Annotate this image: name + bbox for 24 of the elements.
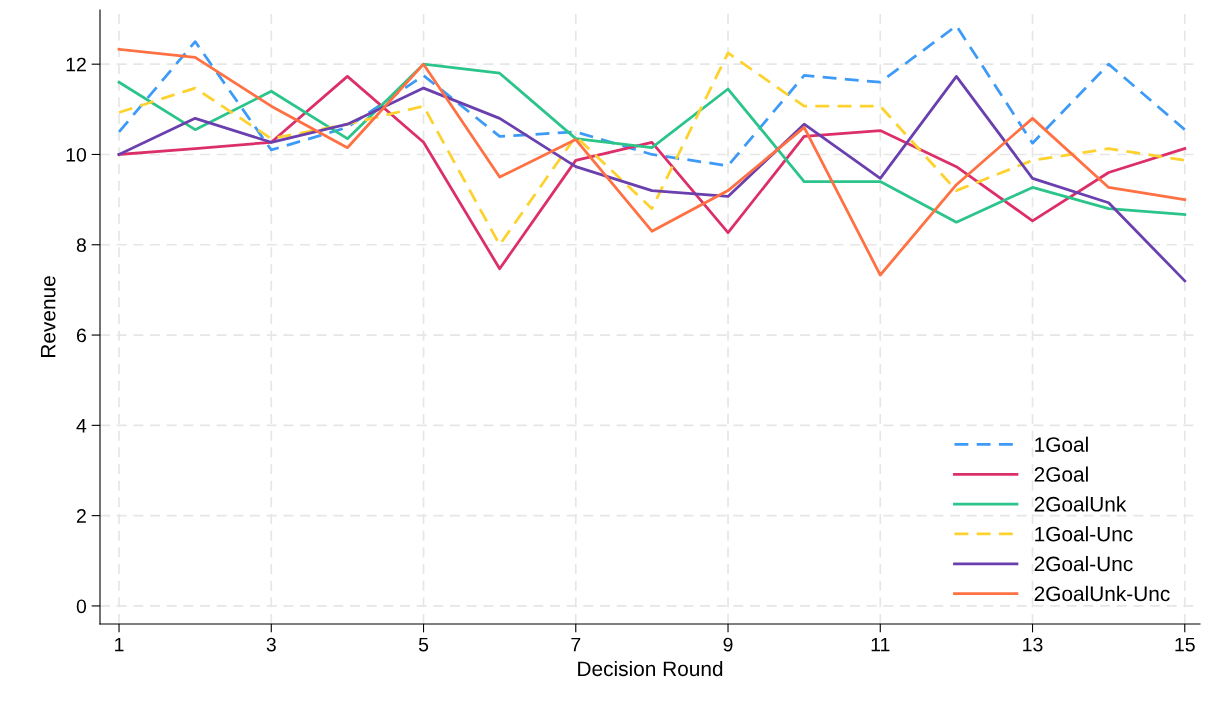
legend-label: 2GoalUnk-Unc [1034, 585, 1170, 602]
x-tick-label: 1 [115, 637, 124, 652]
legend-label: 2Goal [1034, 466, 1088, 482]
legend-label: 1Goal [1035, 436, 1088, 452]
x-axis-title: Decision Round [578, 660, 723, 677]
legend-label: 2Goal-Unc [1034, 555, 1133, 572]
legend-label: 1Goal-Unc [1035, 526, 1133, 542]
x-tick-label: 5 [418, 637, 429, 652]
y-tick-label: 0 [76, 599, 87, 614]
y-tick-label: 6 [76, 328, 86, 343]
x-tick-label: 9 [723, 637, 733, 652]
y-tick-label: 2 [76, 509, 86, 523]
legend-label: 2GoalUnk [1034, 496, 1127, 512]
x-tick-label: 15 [1175, 637, 1195, 652]
x-tick-label: 11 [871, 637, 890, 652]
x-tick-label: 3 [266, 637, 276, 652]
y-tick-label: 4 [76, 419, 87, 433]
y-tick-label: 12 [66, 57, 86, 72]
line-series [117, 62, 1187, 224]
x-tick-label: 7 [571, 637, 581, 652]
x-tick-label: 13 [1023, 637, 1043, 652]
y-axis-title: Revenue [40, 276, 56, 357]
y-tick-label: 10 [66, 147, 87, 162]
y-tick-label: 8 [76, 238, 86, 252]
